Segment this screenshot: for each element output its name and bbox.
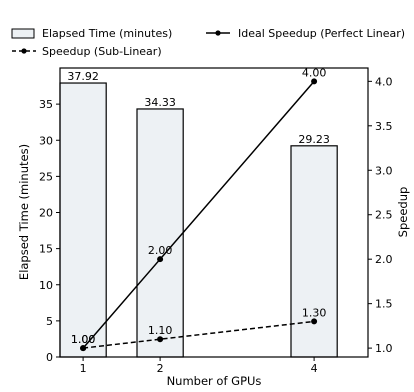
bar-value-label: 29.23 [298,133,330,146]
speedup-value-label: 2.00 [148,244,173,257]
bar-value-label: 37.92 [67,70,99,83]
speedup-value-label: 1.00 [71,333,96,346]
y-tick-label: 5 [46,315,53,328]
legend: Elapsed Time (minutes) Ideal Speedup (Pe… [11,27,405,58]
legend-label-sublinear: Speedup (Sub-Linear) [42,45,162,58]
legend-label-elapsed: Elapsed Time (minutes) [42,27,172,40]
legend-label-ideal: Ideal Speedup (Perfect Linear) [238,27,405,40]
y-tick-label: 25 [39,170,53,183]
speedup-point [80,345,87,352]
legend-marker-ideal [215,30,221,36]
y2-tick-label: 1.5 [375,298,393,311]
bars-layer: 37.92 34.33 29.23 [59,70,338,358]
x-tick-label: 1 [80,362,87,375]
x-axis-label: Number of GPUs [167,374,262,388]
x-tick-label: 4 [311,362,318,375]
x-tick-label: 2 [157,362,164,375]
speedup-value-label: 1.10 [148,324,173,337]
y-axis-left: 0 5 10 15 20 25 30 35 [39,98,60,364]
bar-1-gpu [59,82,107,358]
y2-tick-label: 4.0 [375,75,393,88]
y-tick-label: 10 [39,279,53,292]
y-tick-label: 30 [39,134,53,147]
y-tick-label: 20 [39,207,53,220]
speedup-point [311,78,318,85]
speedup-value-label: 4.00 [302,66,327,79]
ideal-speedup-line [82,80,315,349]
y2-tick-label: 1.0 [375,342,393,355]
y-axis-right: 1.0 1.5 2.0 2.5 3.0 3.5 4.0 [368,75,393,355]
speedup-point [157,336,164,343]
y-axis-label: Elapsed Time (minutes) [17,144,31,280]
y2-tick-label: 3.5 [375,120,393,133]
y-tick-label: 15 [39,243,53,256]
legend-marker-sublinear [21,48,27,54]
bar-value-label: 34.33 [144,96,176,109]
bar-2-gpu [136,108,184,358]
x-axis: 1 2 4 [80,357,318,375]
speedup-point [311,318,318,325]
legend-swatch-elapsed [11,28,35,39]
speedup-point [157,256,164,263]
bar-4-gpu [290,145,338,358]
sublinear-speedup-line [83,320,315,349]
speedup-value-label: 1.00 [71,333,96,346]
lines-layer: 1.002.004.001.001.101.30 [71,66,327,352]
y2-tick-label: 2.5 [375,209,393,222]
y-tick-label: 0 [46,351,53,364]
y-tick-label: 35 [39,98,53,111]
y2-axis-label: Speedup [396,187,410,238]
speedup-value-label: 1.30 [302,306,327,319]
y2-tick-label: 2.0 [375,253,393,266]
y2-tick-label: 3.0 [375,164,393,177]
